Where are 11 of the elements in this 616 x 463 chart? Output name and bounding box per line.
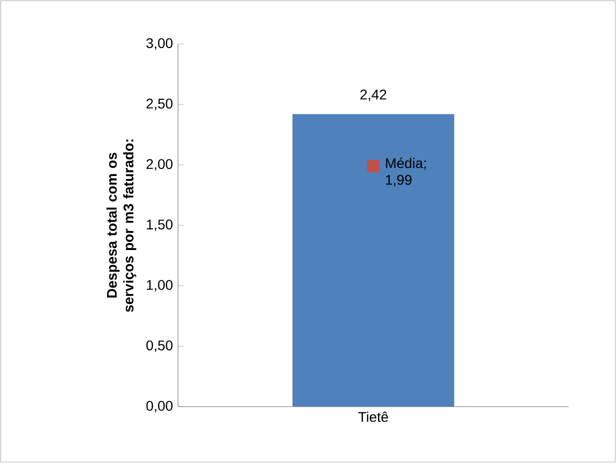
y-tick-label: 0,50: [146, 340, 173, 352]
y-tick-label: 3,00: [146, 38, 173, 50]
data-label: Média; 1,99: [386, 158, 426, 187]
y-tick-label: 2,50: [146, 98, 173, 110]
y-tick-label: 1,50: [146, 220, 173, 232]
y-tick-label: 2,00: [146, 159, 173, 171]
data-label: 2,42: [360, 90, 386, 102]
y-tick-label: 1,00: [146, 280, 173, 292]
x-tick-label: Tietê: [358, 412, 388, 422]
y-axis-title: Despesa total com os serviços por m3 faturado:: [106, 140, 136, 312]
y-tick-label: 0,00: [146, 401, 173, 413]
